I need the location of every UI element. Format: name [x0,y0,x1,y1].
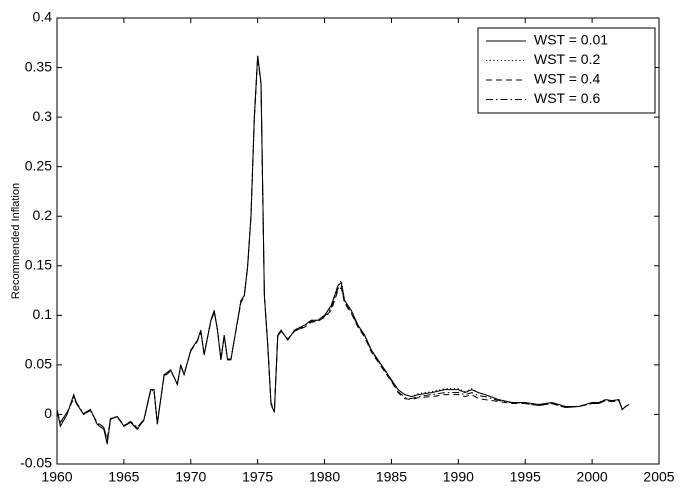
legend-label: WST = 0.2 [534,51,600,67]
plot-frame [56,17,660,465]
x-tick-label: 1995 [510,469,541,485]
y-tick-label: 0.4 [33,9,53,25]
legend-label: WST = 0.6 [534,90,600,106]
y-tick-label: 0.1 [33,306,53,322]
y-tick-label: 0.3 [33,108,53,124]
y-tick-label: 0.35 [25,58,52,74]
y-tick-label: 0.25 [25,157,52,173]
x-tick-label: 1960 [41,469,72,485]
series-line [56,56,630,440]
x-tick-label: 1975 [242,469,273,485]
y-tick-label: 0.15 [25,256,52,272]
legend-label: WST = 0.4 [534,71,600,87]
series-line [56,55,630,445]
x-tick-label: 1970 [175,469,206,485]
x-tick-label: 2000 [577,469,608,485]
legend-box [477,27,656,114]
x-tick-label: 1965 [108,469,139,485]
y-tick-label: 0.05 [25,356,52,372]
y-tick-label: 0 [44,405,52,421]
x-tick-label: 1980 [309,469,340,485]
x-tick-label: 1985 [376,469,407,485]
series-line [56,55,630,443]
x-tick-label: 2005 [643,469,674,485]
y-tick-label: 0.2 [33,207,53,223]
legend-label: WST = 0.01 [534,32,608,48]
x-tick-label: 1990 [443,469,474,485]
y-tick-label: -0.05 [20,455,52,471]
y-axis-label: Recommended Inflation [10,183,22,299]
series-line [56,57,630,441]
